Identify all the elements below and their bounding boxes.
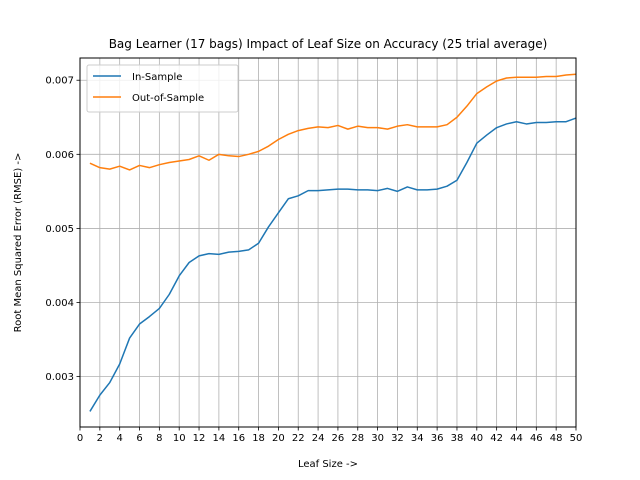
x-tick-label: 8 — [156, 433, 162, 444]
x-tick-label: 18 — [252, 433, 265, 444]
x-axis-label: Leaf Size -> — [298, 459, 358, 470]
x-tick-label: 44 — [510, 433, 523, 444]
x-tick-label: 30 — [371, 433, 384, 444]
x-tick-label: 28 — [351, 433, 364, 444]
series-line-in-sample — [89, 117, 577, 412]
x-tick-label: 34 — [411, 433, 424, 444]
x-tick-label: 32 — [391, 433, 404, 444]
plot-frame — [79, 57, 577, 428]
x-tick-label: 50 — [570, 433, 583, 444]
series-layer — [89, 73, 577, 412]
x-tick-label: 0 — [77, 433, 83, 444]
x-tick-label: 24 — [312, 433, 325, 444]
legend-label-in-sample: In-Sample — [132, 72, 182, 83]
legend-label-out-of-sample: Out-of-Sample — [132, 93, 204, 104]
x-axis: 0 2 4 6 8 10 12 14 16 18 20 22 24 26 28 30 32 34 36 38 40 42 4… — [77, 427, 583, 444]
x-tick-label: 38 — [451, 433, 464, 444]
x-tick-label: 14 — [213, 433, 226, 444]
y-tick-label: 0.003 — [45, 372, 74, 383]
x-tick-label: 16 — [232, 433, 245, 444]
chart-title: Bag Learner (17 bags) Impact of Leaf Siz… — [109, 37, 548, 51]
y-tick-label: 0.004 — [45, 298, 74, 309]
x-tick-label: 42 — [490, 433, 503, 444]
x-tick-label: 26 — [332, 433, 345, 444]
y-axis-label: Root Mean Squared Error (RMSE) -> — [13, 153, 24, 333]
x-tick-label: 6 — [136, 433, 142, 444]
x-tick-label: 40 — [470, 433, 483, 444]
y-tick-label: 0.006 — [45, 150, 74, 161]
x-tick-label: 22 — [292, 433, 305, 444]
y-tick-label: 0.007 — [45, 76, 74, 87]
x-tick-label: 48 — [550, 433, 563, 444]
legend-box — [86, 64, 239, 113]
x-tick-label: 36 — [431, 433, 444, 444]
x-tick-label: 46 — [530, 433, 543, 444]
x-tick-label: 4 — [116, 433, 122, 444]
x-tick-label: 12 — [193, 433, 206, 444]
x-tick-label: 20 — [272, 433, 285, 444]
x-tick-label: 10 — [173, 433, 186, 444]
series-line-out-of-sample — [89, 73, 577, 171]
x-tick-label: 2 — [97, 433, 103, 444]
legend: In-Sample Out-of-Sample — [86, 64, 239, 113]
y-axis: 0.003 0.004 0.005 0.006 0.007 — [45, 76, 80, 383]
y-tick-label: 0.005 — [45, 224, 74, 235]
